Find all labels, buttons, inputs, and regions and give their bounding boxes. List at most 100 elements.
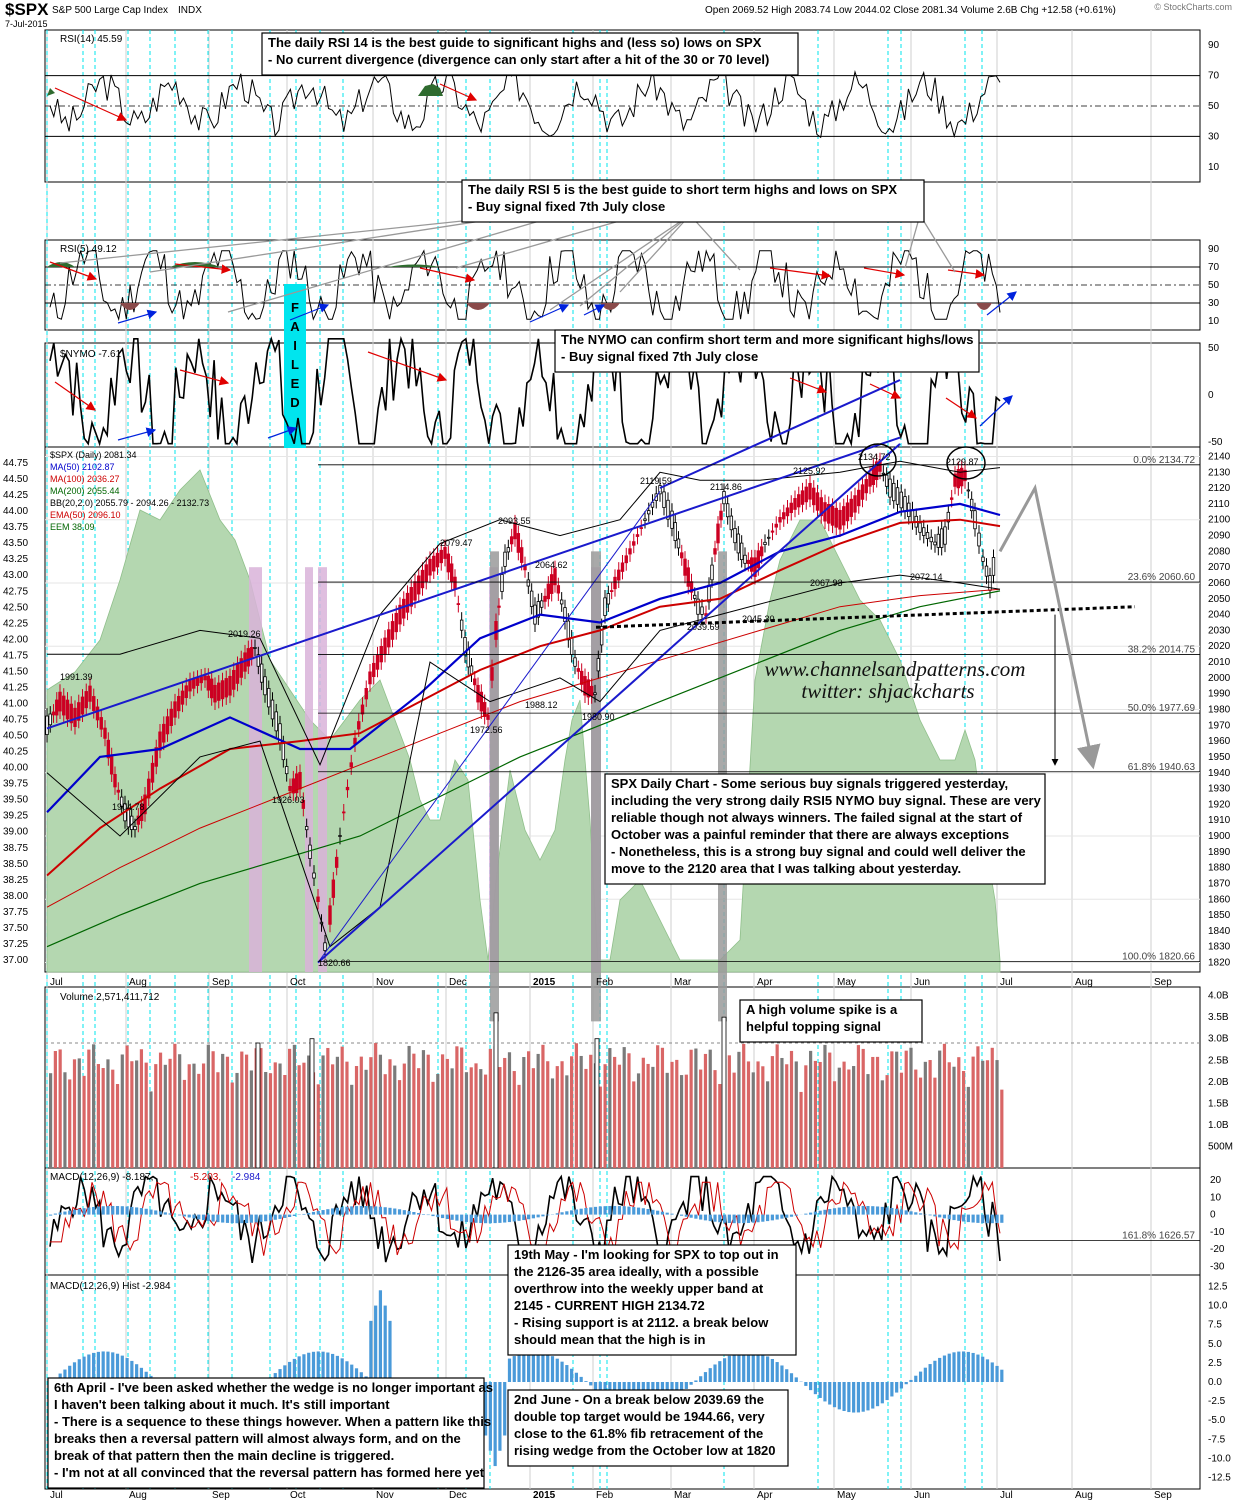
- hist-bar: [359, 1372, 363, 1382]
- price-candle-body: [963, 469, 967, 482]
- hist-bar: [307, 1352, 311, 1382]
- volume-bar: [354, 1066, 359, 1168]
- price-candle-body: [589, 685, 594, 697]
- hist-bar: [531, 1351, 535, 1382]
- volume-bar: [216, 1072, 220, 1168]
- rsi5-buy-arrow: [529, 304, 570, 323]
- price-candle-body: [881, 472, 886, 475]
- macd-hist-bar: [617, 1206, 622, 1215]
- neckline: [595, 605, 1136, 629]
- price-right-tick: 1970: [1208, 720, 1231, 731]
- volume-bar: [77, 1058, 81, 1168]
- price-candle-body: [180, 690, 185, 705]
- price-candle-body: [609, 590, 614, 592]
- ohlc-summary: Open 2069.52 High 2083.74 Low 2044.02 Cl…: [705, 5, 1116, 16]
- price-candle-body: [666, 499, 670, 520]
- hist-bar: [488, 1382, 492, 1451]
- price-right-tick: 1880: [1208, 863, 1231, 874]
- price-candle-body: [274, 711, 278, 732]
- macd-tick: -20: [1210, 1244, 1225, 1255]
- price-candle-body: [162, 723, 166, 743]
- price-candle-body: [929, 536, 933, 543]
- volume-bar: [641, 1057, 645, 1168]
- hist-bar: [1000, 1369, 1004, 1382]
- volume-bar: [182, 1079, 187, 1168]
- macd-hist-bar: [699, 1214, 703, 1220]
- price-point-label: 1991.39: [60, 672, 93, 682]
- hist-bar: [756, 1352, 760, 1382]
- price-candle-body: [696, 598, 700, 615]
- volume-bar: [665, 1072, 669, 1168]
- hist-bar: [120, 1355, 124, 1382]
- price-candle-body: [782, 512, 786, 520]
- price-candle-body: [984, 565, 989, 577]
- price-candle-body: [420, 569, 425, 589]
- hist-tick: 5.0: [1208, 1339, 1222, 1350]
- price-candle-body: [213, 684, 217, 703]
- macd-hist-bar: [789, 1214, 794, 1217]
- rsi5-tick: 10: [1208, 316, 1220, 327]
- symbol-name: S&P 500 Large Cap Index: [52, 5, 168, 16]
- bb-upper-line: [47, 460, 1001, 767]
- chart-date: 7-Jul-2015: [5, 19, 48, 29]
- price-candle-body: [439, 549, 443, 564]
- price-point-label: 2067.93: [810, 578, 843, 588]
- macd-hist-bar: [531, 1214, 535, 1219]
- hist-bar: [957, 1351, 961, 1382]
- volume-spike-band: [591, 551, 601, 1022]
- volume-bar: [225, 1056, 230, 1168]
- volume-bar: [149, 1091, 153, 1168]
- daily-note-line: SPX Daily Chart - Some serious buy signa…: [611, 776, 1008, 791]
- volume-bar: [474, 1063, 478, 1168]
- price-left-tick: 39.50: [3, 795, 28, 806]
- volume-bar: [163, 1064, 167, 1168]
- price-candle-body: [506, 547, 511, 553]
- macd-hist-bar: [369, 1206, 373, 1215]
- macd-hist-bar: [221, 1214, 225, 1223]
- macd-hist-bar: [703, 1214, 708, 1221]
- price-left-tick: 40.50: [3, 731, 28, 742]
- hist-bar: [938, 1357, 942, 1382]
- hist-bar: [87, 1354, 91, 1382]
- hist-bar: [775, 1362, 779, 1382]
- volume-bar: [469, 1067, 473, 1168]
- price-candle-body: [150, 762, 155, 783]
- volume-bar: [823, 1044, 827, 1168]
- macd-hist-bar: [407, 1211, 411, 1215]
- macd-hist-bar: [517, 1214, 521, 1221]
- volume-spike-bar: [721, 1016, 727, 1169]
- volume-bar: [440, 1054, 445, 1168]
- macd-hist-bar: [201, 1214, 206, 1221]
- hist-bar: [684, 1382, 688, 1389]
- price-point-label: 1988.12: [525, 700, 558, 710]
- macd-hist-bar: [388, 1207, 392, 1215]
- month-label: Sep: [1154, 977, 1172, 988]
- volume-bar: [818, 1061, 822, 1168]
- price-right-tick: 2140: [1208, 451, 1231, 462]
- hist-bar: [354, 1368, 359, 1382]
- price-left-tick: 38.50: [3, 859, 28, 870]
- price-candle-body: [65, 699, 70, 720]
- volume-bar: [842, 1061, 846, 1168]
- price-candle-body: [158, 731, 162, 751]
- macd-hist-bar: [909, 1211, 913, 1215]
- may-note-box: [507, 1244, 797, 1356]
- volume-bar: [780, 1057, 784, 1168]
- rsi5-buy-arrow: [289, 303, 330, 321]
- hist-bar: [947, 1353, 951, 1382]
- macd-hist-bar: [828, 1208, 832, 1215]
- nymo-label: $NYMO -7.61: [60, 349, 122, 360]
- volume-bar: [206, 1044, 210, 1168]
- price-candle-body: [725, 503, 730, 518]
- note-pointer-line: [619, 214, 691, 293]
- price-candle-body: [892, 482, 896, 502]
- price-candle-body: [849, 498, 853, 517]
- price-candle-body: [259, 663, 264, 683]
- wedge-inner-line: [317, 490, 661, 963]
- hist-bar: [584, 1381, 588, 1382]
- macd-hist-bar: [904, 1210, 908, 1215]
- volume-bar: [656, 1045, 660, 1168]
- exchange-text: INDX: [178, 5, 202, 16]
- macd-hist-bar: [49, 1214, 53, 1216]
- macd-hist-bar: [541, 1214, 545, 1217]
